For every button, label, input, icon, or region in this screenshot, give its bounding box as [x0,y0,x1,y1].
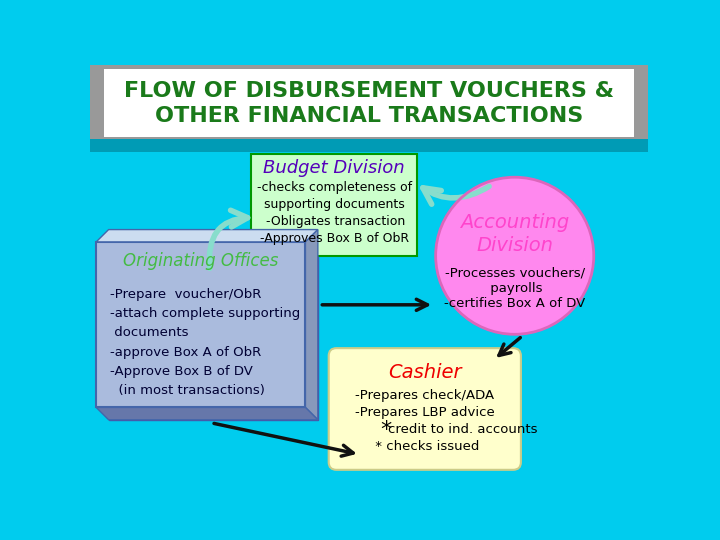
Bar [90,65,648,142]
FancyBboxPatch shape [329,348,521,470]
Text: OTHER FINANCIAL TRANSACTIONS: OTHER FINANCIAL TRANSACTIONS [155,106,583,126]
Text: -checks completeness of: -checks completeness of [256,181,412,194]
Polygon shape [305,230,318,420]
Text: supporting documents: supporting documents [264,198,405,212]
Bar [96,242,305,408]
Text: documents: documents [110,326,189,339]
Text: -Prepare  voucher/ObR: -Prepare voucher/ObR [110,288,261,301]
Text: -attach complete supporting: -attach complete supporting [110,307,300,320]
Text: Originating Offices: Originating Offices [123,252,279,270]
Text: Budget Division: Budget Division [264,159,405,177]
Text: credit to ind. accounts: credit to ind. accounts [387,423,537,436]
Text: payrolls: payrolls [487,281,543,295]
Text: Accounting
Division: Accounting Division [460,213,570,255]
Text: -approve Box A of ObR: -approve Box A of ObR [110,346,261,359]
Text: -certifies Box A of DV: -certifies Box A of DV [444,297,585,310]
Text: *: * [380,420,391,440]
Text: -Approve Box B of DV: -Approve Box B of DV [110,364,253,378]
Text: (in most transactions): (in most transactions) [110,384,265,397]
FancyBboxPatch shape [251,154,417,256]
Text: -Prepares check/ADA: -Prepares check/ADA [355,389,495,402]
Text: -Processes vouchers/: -Processes vouchers/ [445,266,585,279]
Text: FLOW OF DISBURSEMENT VOUCHERS &: FLOW OF DISBURSEMENT VOUCHERS & [124,81,614,101]
Text: * checks issued: * checks issued [371,440,479,453]
Text: -Prepares LBP advice: -Prepares LBP advice [355,406,495,420]
Bar [90,139,648,152]
Text: Cashier: Cashier [388,363,462,382]
Text: -Obligates transaction: -Obligates transaction [263,215,406,228]
Bar [104,70,634,137]
Polygon shape [96,408,318,420]
Polygon shape [96,230,318,242]
Text: -Approves Box B of ObR: -Approves Box B of ObR [260,232,409,245]
Bar [109,254,318,420]
Circle shape [436,177,594,334]
